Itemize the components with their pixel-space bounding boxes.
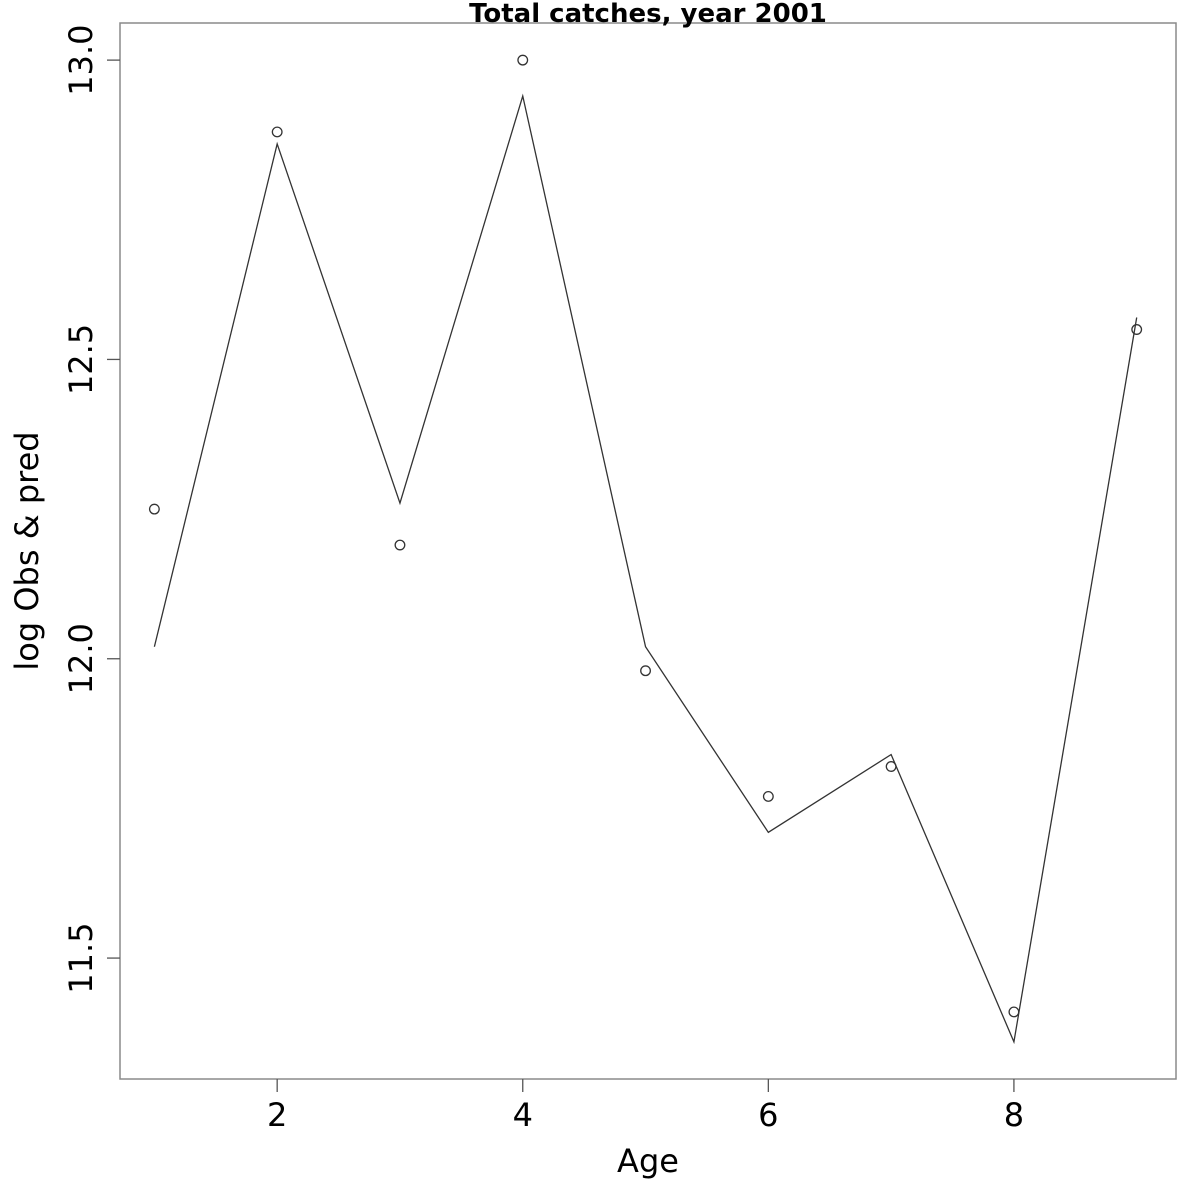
x-tick-label: 4 [513, 1096, 533, 1134]
data-point-observed [1131, 324, 1143, 335]
data-point-observed [885, 761, 897, 772]
x-tick-label: 8 [1004, 1096, 1024, 1134]
data-point-observed [271, 126, 283, 138]
observed-points [148, 54, 1143, 1018]
data-point-observed [148, 503, 160, 515]
chart-title: Total catches, year 2001 [469, 0, 827, 29]
data-point-observed [394, 539, 406, 551]
predicted-line [153, 93, 1138, 1045]
y-axis-label: log Obs & pred [8, 431, 46, 670]
x-tick-label: 2 [267, 1096, 287, 1134]
y-axis: 11.5 12.0 12.5 13.0 [62, 24, 120, 994]
x-axis-label: Age [617, 1142, 679, 1180]
y-tick-label: 11.5 [62, 922, 100, 993]
data-point-observed [762, 790, 774, 802]
plot-box [119, 22, 1177, 1080]
data-point-observed [1008, 1006, 1020, 1018]
data-point-observed [517, 54, 529, 66]
y-tick-label: 12.5 [62, 324, 100, 395]
x-axis: 2 4 6 8 [267, 1079, 1024, 1134]
y-tick-label: 13.0 [62, 24, 100, 95]
x-tick-label: 6 [758, 1096, 778, 1134]
data-point-observed [640, 665, 651, 677]
y-tick-label: 12.0 [62, 623, 100, 694]
